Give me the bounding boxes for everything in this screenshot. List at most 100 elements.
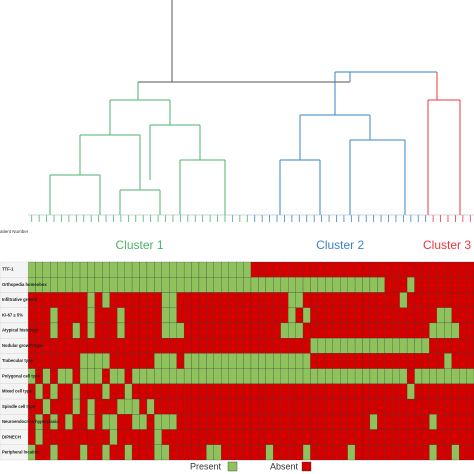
cell — [183, 383, 192, 400]
cell — [146, 353, 155, 369]
cell — [206, 398, 214, 415]
cell — [436, 277, 445, 293]
cell — [466, 383, 474, 400]
cell — [42, 429, 51, 445]
cell — [459, 261, 467, 278]
cell — [354, 444, 363, 461]
cell — [57, 353, 66, 369]
cell — [466, 353, 474, 369]
cell — [72, 383, 81, 400]
cell — [340, 414, 348, 430]
cell — [79, 444, 88, 461]
cell — [406, 277, 415, 293]
cell — [206, 277, 214, 293]
cell — [213, 307, 222, 324]
cell — [50, 322, 58, 339]
cell — [369, 261, 378, 278]
cell — [340, 429, 348, 445]
cell — [347, 429, 356, 445]
cell — [288, 383, 296, 400]
cell — [354, 353, 363, 369]
cell — [57, 429, 66, 445]
cell — [206, 368, 214, 384]
cell — [109, 261, 118, 278]
row-label: Peripheral location — [2, 449, 40, 454]
cell — [27, 261, 36, 278]
row-label: DIPNECH — [2, 434, 21, 439]
cell — [451, 414, 460, 430]
cell — [406, 368, 415, 384]
cell — [42, 383, 51, 400]
cell — [369, 368, 378, 384]
cell — [265, 368, 274, 384]
cell — [94, 368, 103, 384]
cell — [273, 261, 281, 278]
cell — [414, 429, 423, 445]
cell — [302, 322, 311, 339]
cell — [131, 277, 140, 293]
cell — [236, 444, 244, 461]
cell — [466, 322, 474, 339]
cell — [243, 368, 252, 384]
cell — [87, 292, 96, 308]
cell — [377, 353, 385, 369]
cell — [421, 261, 430, 278]
cell — [258, 322, 266, 339]
cell — [354, 368, 363, 384]
cell — [183, 277, 192, 293]
cell — [377, 368, 385, 384]
cell — [169, 261, 177, 278]
cell — [131, 338, 140, 354]
cell — [57, 277, 66, 293]
cell — [72, 444, 81, 461]
cell — [72, 368, 81, 384]
cell — [221, 292, 229, 308]
cell — [139, 414, 148, 430]
cell — [362, 338, 371, 354]
cell — [340, 307, 348, 324]
cell — [429, 444, 437, 461]
cell — [384, 338, 393, 354]
cell — [117, 322, 125, 339]
cell — [317, 368, 326, 384]
cell — [295, 307, 304, 324]
cell — [354, 292, 363, 308]
cell — [146, 307, 155, 324]
cell — [444, 261, 452, 278]
cell — [102, 292, 110, 308]
cell — [109, 414, 118, 430]
cell — [451, 444, 460, 461]
cell — [436, 261, 445, 278]
cell — [265, 353, 274, 369]
cell — [317, 261, 326, 278]
cell — [332, 414, 341, 430]
cell — [444, 444, 452, 461]
cell — [414, 307, 423, 324]
cell — [146, 338, 155, 354]
cell — [65, 307, 73, 324]
cell — [317, 338, 326, 354]
cell — [451, 277, 460, 293]
cell — [399, 383, 408, 400]
cell — [228, 429, 237, 445]
cell — [35, 398, 43, 415]
cell — [117, 368, 125, 384]
cell — [139, 444, 148, 461]
cell — [124, 368, 133, 384]
cell — [288, 368, 296, 384]
cell — [340, 383, 348, 400]
cell — [288, 338, 296, 354]
cell — [250, 322, 259, 339]
cell — [198, 322, 207, 339]
cell — [102, 338, 110, 354]
cell — [102, 368, 110, 384]
cell — [421, 414, 430, 430]
cell — [206, 429, 214, 445]
cell — [72, 338, 81, 354]
cell — [87, 353, 96, 369]
cell — [65, 338, 73, 354]
cell — [65, 368, 73, 384]
cell — [288, 353, 296, 369]
heatmap-cells — [27, 261, 474, 461]
cell — [35, 383, 43, 400]
